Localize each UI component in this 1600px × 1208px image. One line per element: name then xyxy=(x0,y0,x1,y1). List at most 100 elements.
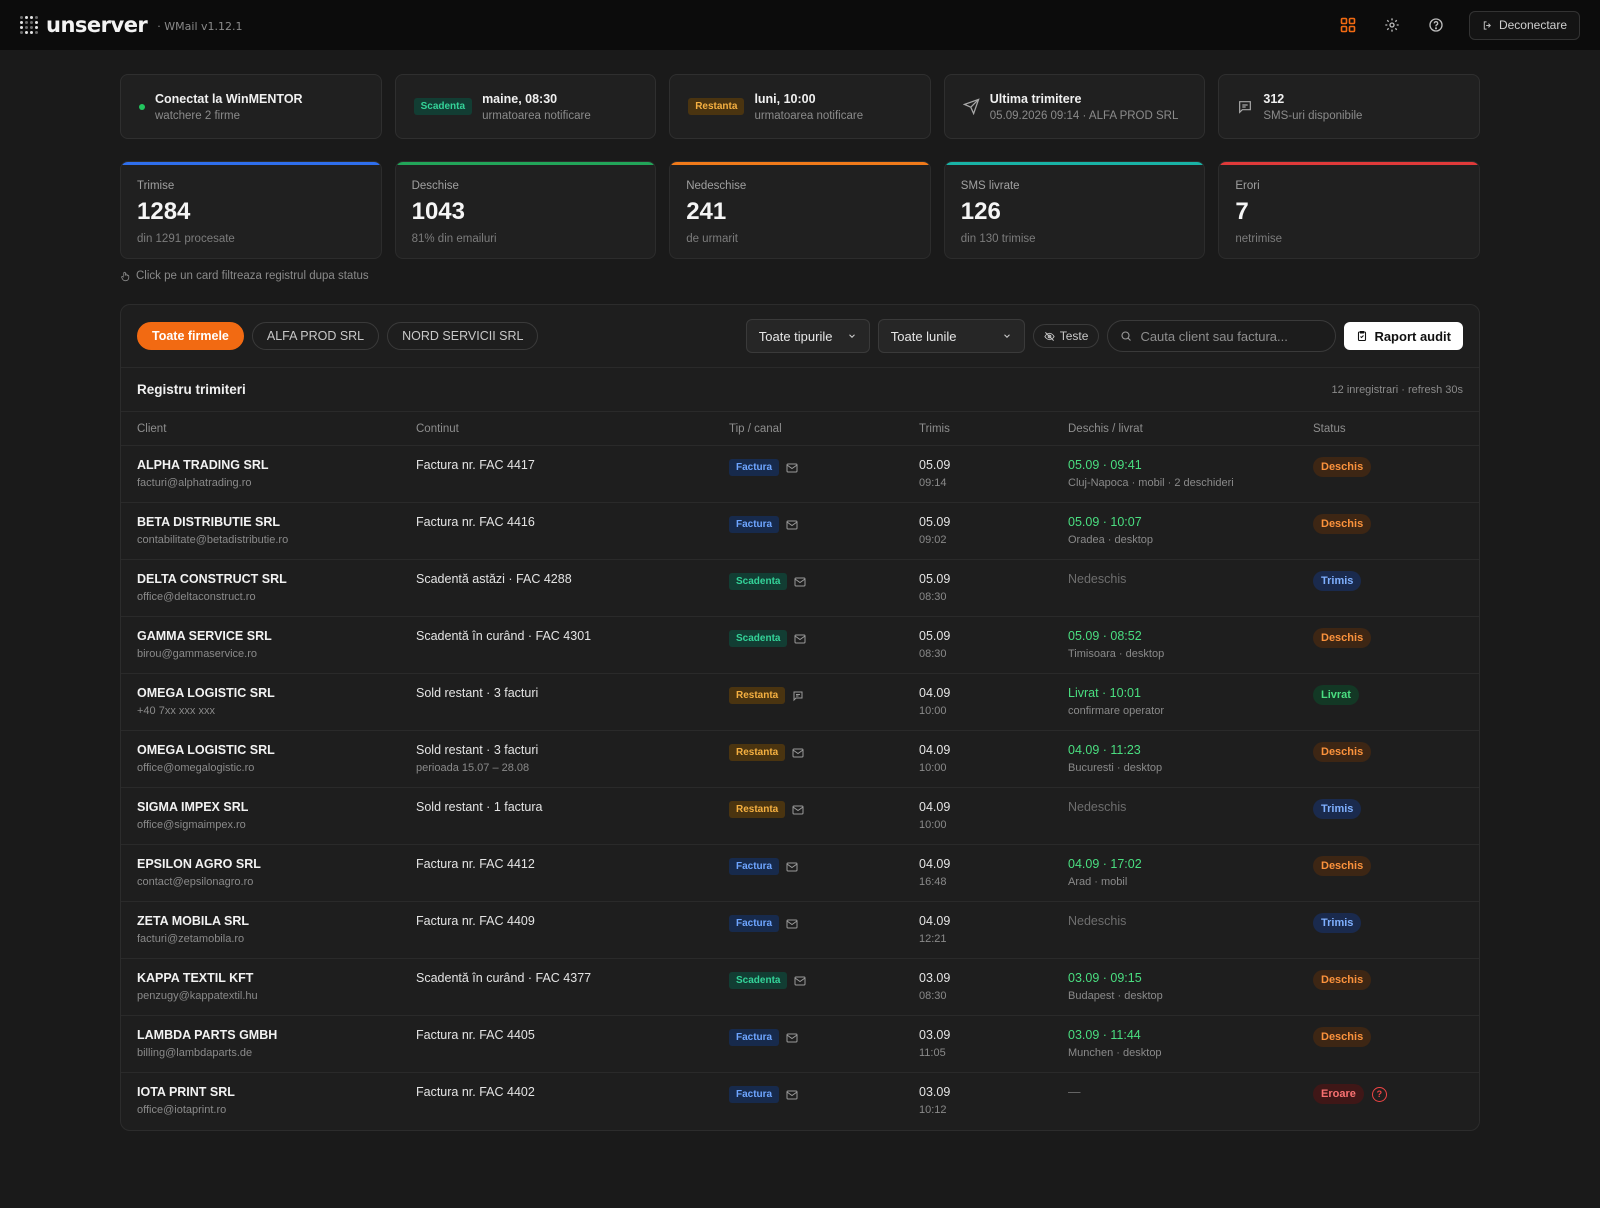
cell-status: Deschis xyxy=(1313,970,1372,990)
sent-time: 08:30 xyxy=(919,648,947,660)
error-help-icon[interactable]: ? xyxy=(1371,1086,1387,1102)
send-icon xyxy=(962,98,980,115)
stat-value: 241 xyxy=(686,198,727,225)
client-name: EPSILON AGRO SRL xyxy=(137,857,261,871)
scadenta-tag: Scadenta xyxy=(413,98,473,115)
stat-value: 126 xyxy=(960,198,1001,225)
search-box[interactable] xyxy=(1107,320,1337,352)
cell-status: Trimis xyxy=(1313,799,1362,819)
audit-report-button[interactable]: Raport audit xyxy=(1344,322,1463,350)
cell-opened: Nedeschis xyxy=(1068,914,1126,928)
cell-type: Factura xyxy=(729,516,798,533)
tests-toggle[interactable]: Teste xyxy=(1032,324,1100,348)
next-restanta-time: luni, 10:00 xyxy=(754,91,816,106)
table-row[interactable]: DELTA CONSTRUCT SRL office@deltaconstruct… xyxy=(121,560,1479,617)
sent-time: 10:00 xyxy=(919,819,947,831)
cell-content: Factura nr. FAC 4412 xyxy=(416,857,535,871)
table-row[interactable]: LAMBDA PARTS GMBH billing@lambdaparts.de F… xyxy=(121,1016,1479,1073)
cell-opened: 04.09 · 11:23 Bucuresti · desktop xyxy=(1068,743,1162,774)
table-row[interactable]: ZETA MOBILA SRL facturi@zetamobila.ro Fact… xyxy=(121,902,1479,959)
tests-toggle-label: Teste xyxy=(1059,329,1089,343)
client-name: OMEGA LOGISTIC SRL xyxy=(137,743,275,757)
cell-content: Factura nr. FAC 4402 xyxy=(416,1085,535,1099)
client-contact: office@omegalogistic.ro xyxy=(137,762,255,774)
cell-opened: Livrat · 10:01 confirmare operator xyxy=(1068,686,1164,717)
opened-details: Oradea · desktop xyxy=(1068,534,1153,546)
stat-subtitle: 81% din emailuri xyxy=(411,233,497,245)
stat-value: 7 xyxy=(1235,198,1249,225)
stat-subtitle: de urmarit xyxy=(686,233,738,245)
sms-icon xyxy=(792,690,804,702)
cell-status: Deschis xyxy=(1313,742,1372,762)
search-input[interactable] xyxy=(1140,328,1311,344)
type-tag: Restanta xyxy=(729,801,786,818)
sent-date: 04.09 xyxy=(919,686,951,700)
next-scadenta-card: Scadenta maine, 08:30 urmatoarea notific… xyxy=(394,74,657,139)
stat-card-deschise[interactable]: Deschise 1043 81% din emailuri xyxy=(394,161,657,259)
content-text: Factura nr. FAC 4417 xyxy=(416,458,535,472)
logout-button[interactable]: Deconectare xyxy=(1468,10,1580,40)
table-row[interactable]: EPSILON AGRO SRL contact@epsilonagro.ro Fa… xyxy=(121,845,1479,902)
table-row[interactable]: ALPHA TRADING SRL facturi@alphatrading.ro… xyxy=(121,446,1479,503)
sent-date: 03.09 xyxy=(919,1028,951,1042)
col-header-sent[interactable]: Trimis xyxy=(919,422,950,435)
cell-content: Scadentă astăzi · FAC 4288 xyxy=(416,572,572,586)
table-row[interactable]: KAPPA TEXTIL KFT penzugy@kappatextil.hu Sc… xyxy=(121,959,1479,1016)
register-meta: 12 inregistrari · refresh 30s xyxy=(1331,383,1463,396)
col-header-opened[interactable]: Deschis / livrat xyxy=(1068,422,1143,435)
cell-client: OMEGA LOGISTIC SRL office@omegalogistic.r… xyxy=(137,743,275,774)
cell-sent: 05.09 09:02 xyxy=(919,515,950,546)
stat-label: Erori xyxy=(1235,180,1260,192)
stat-label: Deschise xyxy=(411,180,459,192)
col-header-status[interactable]: Status xyxy=(1313,422,1346,435)
content-text: Factura nr. FAC 4409 xyxy=(416,914,535,928)
table-row[interactable]: OMEGA LOGISTIC SRL +40 7xx xxx xxx Sold re… xyxy=(121,674,1479,731)
dashboard-grid-icon[interactable] xyxy=(1337,14,1359,36)
table-row[interactable]: SIGMA IMPEX SRL office@sigmaimpex.ro Sold … xyxy=(121,788,1479,845)
table-header: Client Continut Tip / canal Trimis Desch… xyxy=(121,412,1479,446)
logo[interactable]: unserver · WMail v1.12.1 xyxy=(20,13,243,37)
col-header-client[interactable]: Client xyxy=(137,422,167,435)
cell-status: Livrat xyxy=(1313,685,1359,705)
cell-type: Factura xyxy=(729,459,798,476)
stat-card-erori[interactable]: Erori 7 netrimise xyxy=(1218,161,1480,259)
company-chip-all[interactable]: Toate firmele xyxy=(137,322,244,350)
month-select[interactable]: Toate lunile xyxy=(877,319,1025,353)
help-icon[interactable] xyxy=(1425,14,1447,36)
chevron-down-icon xyxy=(1003,334,1010,338)
status-badge: Trimis xyxy=(1313,913,1362,933)
stat-card-nedeschise[interactable]: Nedeschise 241 de urmarit xyxy=(669,161,931,259)
table-row[interactable]: IOTA PRINT SRL office@iotaprint.ro Factura… xyxy=(121,1073,1479,1130)
sent-time: 12:21 xyxy=(919,933,947,945)
cell-client: KAPPA TEXTIL KFT penzugy@kappatextil.hu xyxy=(137,971,258,1002)
stat-card-trimise[interactable]: Trimise 1284 din 1291 procesate xyxy=(120,161,382,259)
col-header-content[interactable]: Continut xyxy=(416,422,459,435)
settings-gear-icon[interactable] xyxy=(1381,14,1403,36)
cell-sent: 03.09 08:30 xyxy=(919,971,950,1002)
col-header-type[interactable]: Tip / canal xyxy=(729,422,782,435)
company-chip-alfa-prod[interactable]: ALFA PROD SRL xyxy=(251,322,380,350)
last-send-card: Ultima trimitere 05.09.2026 09:14 · ALFA… xyxy=(943,74,1206,139)
stat-card-sms-livrate[interactable]: SMS livrate 126 din 130 trimise xyxy=(943,161,1206,259)
logo-text: unserver xyxy=(46,13,148,37)
cell-type: Factura xyxy=(729,858,798,875)
client-name: DELTA CONSTRUCT SRL xyxy=(137,572,287,586)
cell-content: Sold restant · 1 factura xyxy=(416,800,542,814)
type-select[interactable]: Toate tipurile xyxy=(745,319,870,353)
sent-time: 09:02 xyxy=(919,534,947,546)
register-panel: Toate firmele ALFA PROD SRL NORD SERVICI… xyxy=(120,304,1480,1131)
content-text: Factura nr. FAC 4412 xyxy=(416,857,535,871)
cell-client: DELTA CONSTRUCT SRL office@deltaconstruct… xyxy=(137,572,287,603)
cell-content: Scadentă în curând · FAC 4301 xyxy=(416,629,591,643)
cell-type: Scadenta xyxy=(729,630,806,647)
table-body: ALPHA TRADING SRL facturi@alphatrading.ro… xyxy=(121,446,1479,1130)
cell-client: GAMMA SERVICE SRL birou@gammaservice.ro xyxy=(137,629,272,660)
table-row[interactable]: GAMMA SERVICE SRL birou@gammaservice.ro Sc… xyxy=(121,617,1479,674)
month-select-value: Toate lunile xyxy=(890,328,957,344)
cell-type: Restanta xyxy=(729,687,804,704)
company-chip-nord-servicii[interactable]: NORD SERVICII SRL xyxy=(387,322,539,350)
cell-type: Scadenta xyxy=(729,573,806,590)
table-row[interactable]: OMEGA LOGISTIC SRL office@omegalogistic.r… xyxy=(121,731,1479,788)
table-row[interactable]: BETA DISTRIBUTIE SRL contabilitate@betadi… xyxy=(121,503,1479,560)
connection-subtitle: watchere 2 firme xyxy=(155,109,241,122)
